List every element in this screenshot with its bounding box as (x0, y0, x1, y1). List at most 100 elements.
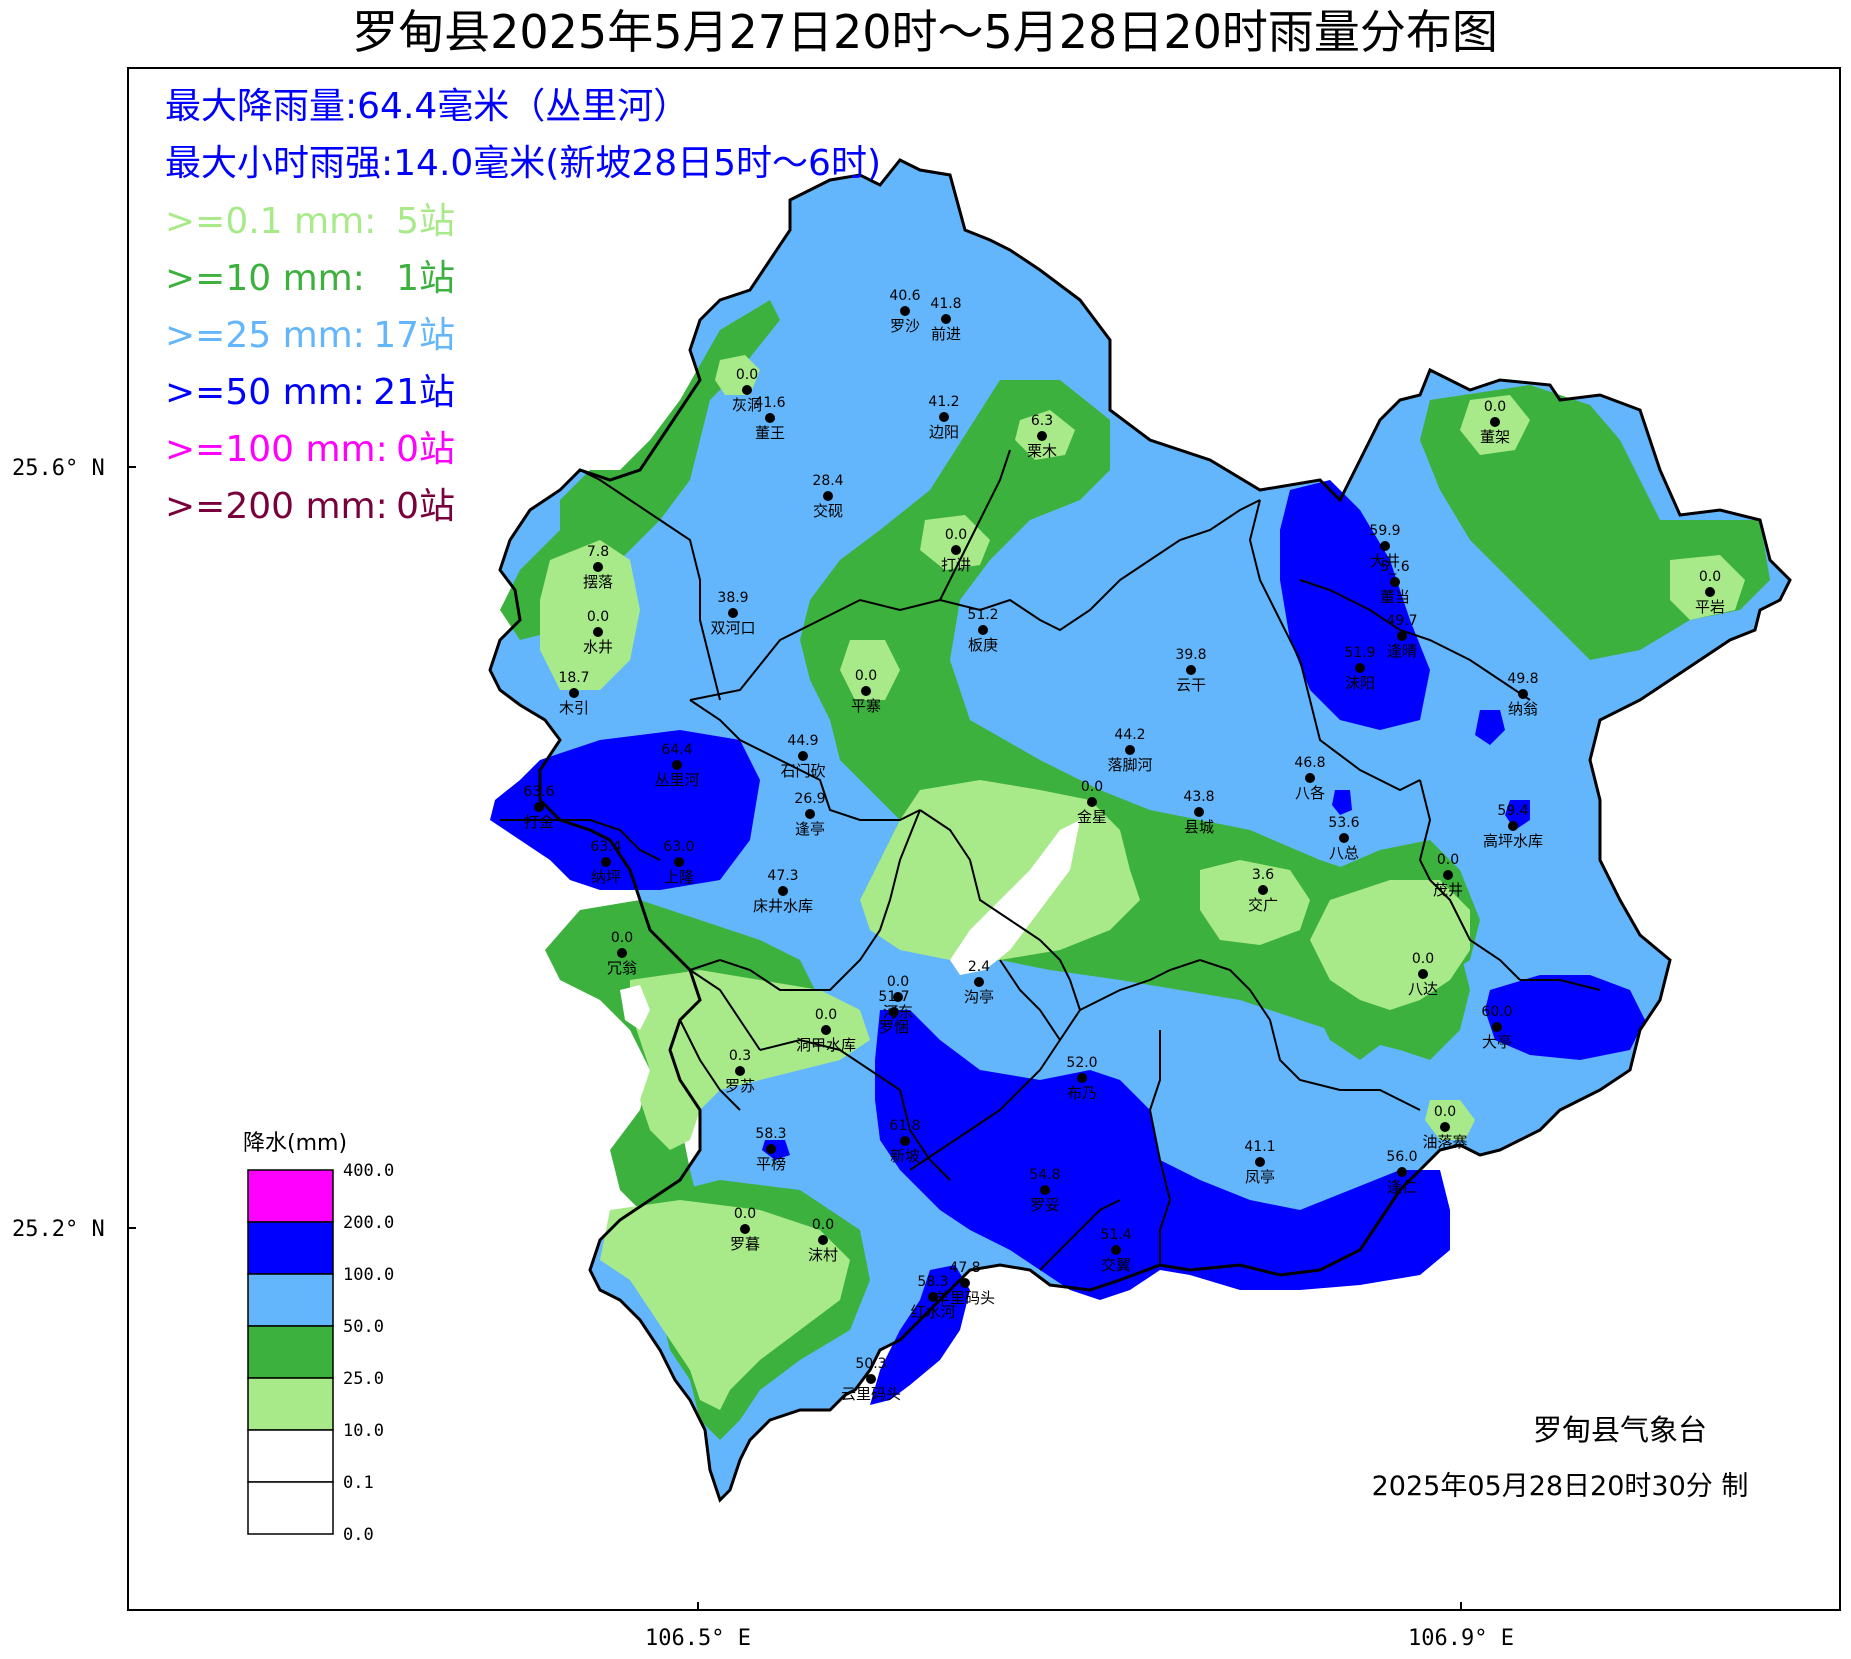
station-dot (735, 1066, 745, 1076)
station-name: 羊里码头 (935, 1289, 995, 1307)
station-dot (960, 1278, 970, 1288)
lat-label: 25.2° N (12, 1217, 105, 1242)
legend-title: 降水(mm) (243, 1131, 347, 1156)
station-name: 逢晴 (1387, 642, 1417, 660)
station-marker: 26.9 逢亭 (794, 791, 825, 838)
station-name: 交广 (1248, 896, 1278, 914)
station-dot (569, 688, 579, 698)
station-dot (1040, 1185, 1050, 1195)
axes: 25.6° N 25.2° N 106.5° E 106.9° E (12, 456, 1514, 1651)
station-name: 栗木 (1027, 442, 1057, 460)
station-dot (805, 809, 815, 819)
station-value: 59.4 (1497, 803, 1528, 819)
station-name: 云里码头 (841, 1385, 901, 1403)
station-dot (1194, 807, 1204, 817)
legend-label: 0.1 (343, 1473, 374, 1493)
station-marker: 47.3 床井水库 (753, 868, 813, 915)
station-dot (1705, 587, 1715, 597)
station-dot (941, 314, 951, 324)
station-value: 18.7 (558, 670, 589, 686)
station-value: 0.0 (1437, 852, 1459, 868)
station-dot (601, 857, 611, 867)
station-name: 布乃 (1067, 1084, 1097, 1102)
station-dot (1390, 577, 1400, 587)
station-value: 58.3 (755, 1126, 786, 1142)
station-marker: 51.9 沫阳 (1344, 645, 1375, 692)
station-marker: 44.2 落脚河 (1107, 727, 1152, 774)
station-name: 灰洞 (732, 396, 762, 414)
station-value: 0.0 (887, 974, 909, 990)
station-marker: 63.4 纳坪 (590, 839, 621, 886)
station-name: 落脚河 (1107, 756, 1152, 774)
station-dot (978, 625, 988, 635)
station-name: 边阳 (929, 423, 959, 441)
stat-label: >=25 mm: (165, 315, 365, 356)
station-value: 0.0 (611, 930, 633, 946)
station-dot (823, 491, 833, 501)
station-marker: 0.3 罗苏 (725, 1048, 755, 1095)
station-marker: 56.0 逢仁 (1386, 1149, 1417, 1196)
station-marker: 58.3 平榜 (755, 1126, 786, 1173)
station-dot (674, 857, 684, 867)
station-marker: 63.6 打金 (523, 784, 554, 831)
station-value: 0.0 (1081, 779, 1103, 795)
station-name: 董王 (755, 424, 785, 442)
zone-zero (620, 985, 650, 1030)
station-marker: 0.0 董架 (1480, 399, 1510, 446)
station-value: 5_.6 (1380, 559, 1409, 575)
station-marker: 51.4 交翼 (1100, 1227, 1131, 1274)
stat-label: >=100 mm: (165, 429, 388, 470)
station-marker: 38.9 双河口 (710, 590, 755, 637)
station-value: 60.0 (1481, 1004, 1512, 1020)
station-value: 49.7 (1386, 613, 1417, 629)
station-dot (900, 306, 910, 316)
station-marker: 47.8 羊里码头 (935, 1260, 995, 1307)
station-value: 7.8 (587, 544, 609, 560)
station-dot (951, 545, 961, 555)
station-marker: 0.0河东 (883, 974, 913, 1021)
station-marker: 28.4 交砚 (812, 473, 843, 520)
station-value: 26.9 (794, 791, 825, 807)
station-marker: 51.7 罗悃 (878, 989, 909, 1036)
station-name: 打讲 (941, 556, 971, 574)
station-dot (939, 412, 949, 422)
station-marker: 41.6 董王 (754, 395, 785, 442)
station-name: 前进 (931, 325, 961, 343)
station-value: 59.9 (1369, 523, 1400, 539)
legend-swatch (247, 1273, 334, 1327)
station-marker: 0.0 平岩 (1695, 569, 1725, 616)
station-dot (1125, 745, 1135, 755)
station-dot (766, 1144, 776, 1154)
county-boundary (488, 158, 1792, 1503)
station-dot (534, 802, 544, 812)
station-marker: 0.0 洞甲水库 (796, 1007, 856, 1054)
max-rain-text: 最大降雨量:64.4毫米（丛里河） (165, 86, 689, 127)
zone-zero (950, 820, 1080, 975)
station-value: 0.0 (855, 668, 877, 684)
station-value: 63.6 (523, 784, 554, 800)
zone-0-10 (715, 355, 760, 395)
station-marker: 61.8 新坡 (889, 1118, 920, 1165)
station-name: 床井水库 (753, 897, 813, 915)
zone-0-10 (1670, 555, 1745, 620)
station-dot (1355, 663, 1365, 673)
station-value: 0.0 (1434, 1104, 1456, 1120)
zone-0-10 (920, 515, 990, 570)
lon-label: 106.9° E (1408, 1626, 1514, 1651)
lat-label: 25.6° N (12, 456, 105, 481)
station-value: 41.6 (754, 395, 785, 411)
station-name: 茂井 (1433, 881, 1463, 899)
station-value: 47.3 (767, 868, 798, 884)
station-dot (1492, 1022, 1502, 1032)
station-name: 沟亭 (964, 988, 994, 1006)
station-dot (818, 1235, 828, 1245)
zone-50-100 (1332, 790, 1352, 815)
legend-label: 200.0 (343, 1213, 394, 1233)
station-marker: 40.6 罗沙 (889, 288, 920, 335)
stat-count: 21站 (373, 372, 455, 413)
station-dot (1077, 1073, 1087, 1083)
station-marker: 7.8 摆落 (583, 544, 613, 591)
zone-0-10 (630, 970, 870, 1150)
